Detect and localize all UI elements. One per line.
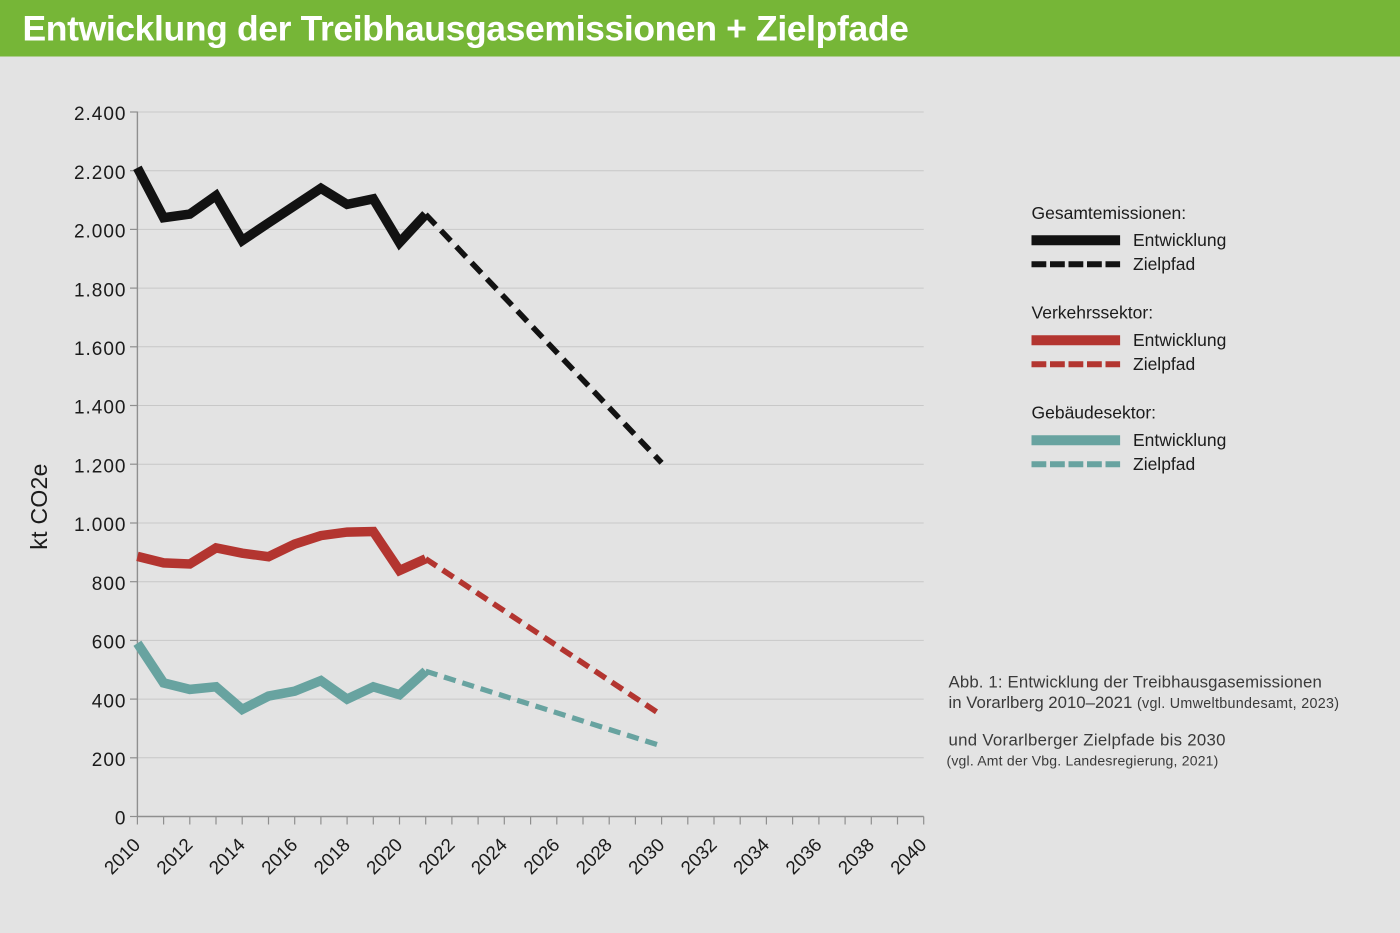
svg-text:in Vorarlberg 2010–2021 (vgl.: in Vorarlberg 2010–2021 (vgl. Umweltbund…	[949, 693, 1340, 712]
svg-text:Zielpfad: Zielpfad	[1133, 254, 1195, 274]
svg-text:Entwicklung: Entwicklung	[1133, 330, 1226, 350]
svg-text:1.200: 1.200	[74, 456, 127, 477]
svg-text:1.000: 1.000	[74, 515, 127, 536]
svg-text:(vgl. Amt der Vbg. Landesregie: (vgl. Amt der Vbg. Landesregierung, 2021…	[947, 753, 1219, 769]
svg-text:800: 800	[92, 574, 127, 595]
svg-text:und Vorarlberger Zielpfade bis: und Vorarlberger Zielpfade bis 2030	[949, 731, 1226, 750]
svg-text:400: 400	[92, 691, 127, 712]
svg-text:2.400: 2.400	[74, 104, 127, 125]
svg-text:Abb. 1: Entwicklung der Treibh: Abb. 1: Entwicklung der Treibhausgasemis…	[949, 673, 1323, 692]
svg-text:2.000: 2.000	[74, 222, 127, 243]
svg-text:Entwicklung: Entwicklung	[1133, 430, 1226, 450]
svg-text:Zielpfad: Zielpfad	[1133, 354, 1195, 374]
svg-text:1.400: 1.400	[74, 398, 127, 419]
svg-text:kt CO2e: kt CO2e	[26, 463, 52, 549]
svg-text:Gesamtemissionen:: Gesamtemissionen:	[1032, 203, 1187, 223]
svg-text:200: 200	[92, 750, 127, 771]
svg-text:Gebäudesektor:: Gebäudesektor:	[1032, 403, 1157, 423]
svg-text:2.200: 2.200	[74, 163, 127, 184]
svg-text:1.800: 1.800	[74, 280, 127, 301]
svg-text:600: 600	[92, 633, 127, 654]
svg-text:1.600: 1.600	[74, 339, 127, 360]
svg-text:Entwicklung: Entwicklung	[1133, 230, 1226, 250]
svg-text:0: 0	[115, 809, 127, 830]
svg-text:Zielpfad: Zielpfad	[1133, 454, 1195, 474]
svg-text:Entwicklung der Treibhausgasem: Entwicklung der Treibhausgasemissionen +…	[23, 8, 909, 48]
svg-text:Verkehrssektor:: Verkehrssektor:	[1032, 303, 1154, 323]
